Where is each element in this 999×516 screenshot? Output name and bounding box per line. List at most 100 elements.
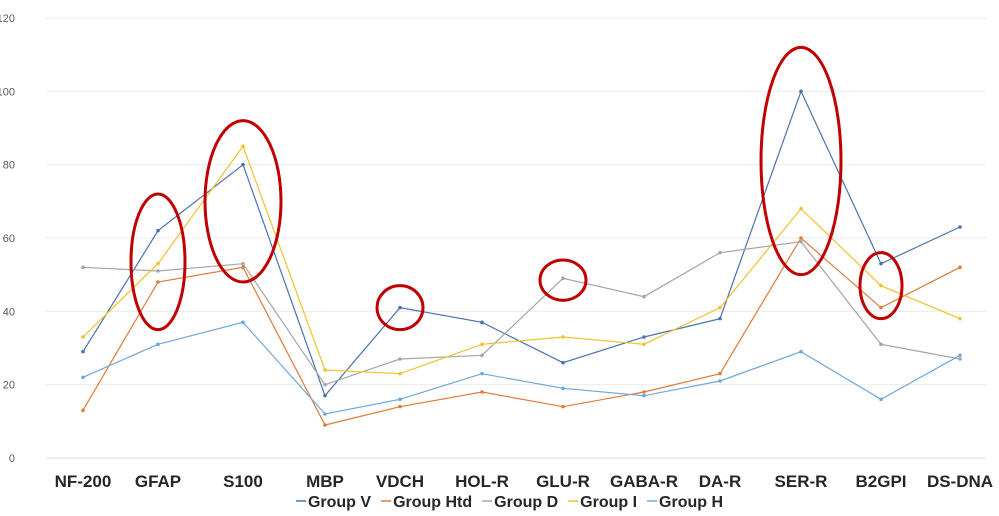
data-point — [958, 357, 962, 361]
series-line — [82, 89, 961, 397]
data-point — [241, 320, 245, 325]
data-point — [799, 206, 803, 211]
data-point — [81, 335, 85, 339]
data-point — [879, 342, 883, 347]
y-tick-label: 20 — [3, 380, 15, 392]
data-point — [398, 404, 402, 409]
legend-label: Group I — [580, 494, 637, 511]
legend-label: Group Htd — [393, 494, 472, 511]
data-point — [718, 250, 722, 255]
data-point — [718, 305, 722, 310]
series-line — [82, 241, 961, 386]
data-point — [642, 342, 646, 347]
data-point — [323, 368, 327, 372]
data-point — [480, 320, 484, 325]
data-point — [323, 412, 327, 416]
y-tick-label: 80 — [3, 160, 15, 172]
highlight-ellipse — [858, 251, 904, 321]
y-tick-label: 40 — [3, 306, 15, 318]
data-point — [81, 375, 85, 380]
data-point — [156, 342, 160, 347]
data-point — [561, 404, 565, 409]
series-layer — [81, 89, 962, 427]
series-1 — [81, 236, 962, 427]
data-point — [642, 335, 646, 339]
legend-item: Group H — [647, 494, 723, 511]
data-point — [323, 393, 327, 398]
x-tick-label: GFAP — [135, 472, 181, 491]
highlight-ellipse — [759, 45, 843, 277]
legend-item: Group V — [295, 494, 371, 511]
data-point — [879, 397, 883, 402]
series-0 — [81, 89, 962, 398]
x-tick-label: DA-R — [699, 472, 742, 491]
x-tick-label: B2GPI — [855, 472, 906, 491]
legend-label: Group V — [308, 494, 371, 511]
x-tick-label: HOL-R — [455, 472, 509, 491]
data-point — [958, 265, 962, 270]
x-tick-label: GABA-R — [610, 472, 678, 491]
y-tick-label: 0 — [9, 453, 15, 465]
series-line — [82, 145, 961, 375]
legend-label: Group D — [494, 494, 558, 511]
data-point — [398, 397, 402, 402]
data-point — [81, 265, 85, 270]
series-4 — [81, 320, 962, 416]
data-point — [561, 335, 565, 339]
data-point — [799, 236, 803, 240]
data-point — [718, 316, 722, 321]
y-tick-label: 60 — [3, 233, 15, 245]
data-point — [398, 371, 402, 376]
data-point — [958, 225, 962, 229]
series-line — [82, 237, 961, 426]
data-point — [561, 386, 565, 391]
x-tick-label: GLU-R — [536, 472, 590, 491]
data-point — [81, 349, 85, 354]
data-point — [480, 390, 484, 394]
data-point — [879, 283, 883, 288]
data-point — [323, 423, 327, 427]
data-point — [241, 265, 245, 270]
legend: Group V Group Htd Group D Group I Group H — [295, 494, 723, 511]
data-point — [561, 360, 565, 365]
x-tick-label: VDCH — [376, 472, 424, 491]
data-point — [241, 261, 245, 266]
data-point — [480, 342, 484, 347]
data-point — [398, 357, 402, 361]
data-point — [156, 261, 160, 266]
x-tick-label: DS-DNA — [927, 472, 993, 491]
x-tick-label: NF-200 — [55, 472, 112, 491]
data-point — [642, 390, 646, 394]
data-point — [156, 228, 160, 233]
data-point — [718, 371, 722, 376]
data-point — [879, 261, 883, 266]
legend-item: Group I — [568, 494, 637, 511]
data-point — [480, 371, 484, 376]
highlight-ellipse — [129, 192, 187, 332]
data-point — [156, 280, 160, 284]
data-point — [642, 294, 646, 299]
data-point — [879, 305, 883, 310]
data-point — [958, 353, 962, 358]
data-point — [323, 382, 327, 387]
legend-label: Group H — [659, 494, 723, 511]
highlight-ellipse — [538, 258, 588, 302]
legend-item: Group Htd — [381, 494, 472, 511]
highlight-ellipse — [203, 119, 283, 284]
series-line — [82, 321, 961, 415]
data-point — [480, 353, 484, 358]
series-2 — [81, 239, 962, 387]
data-point — [561, 276, 565, 281]
y-tick-label: 100 — [0, 86, 15, 98]
data-point — [718, 379, 722, 383]
data-point — [156, 269, 160, 273]
annotation-layer — [129, 45, 904, 332]
grid-layer — [46, 17, 986, 459]
x-tick-label: S100 — [223, 472, 263, 491]
y-axis: 0 20 40 60 80 100 120 — [0, 13, 15, 465]
data-point — [799, 239, 803, 244]
y-tick-label: 120 — [0, 13, 15, 25]
data-point — [241, 144, 245, 149]
data-point — [398, 305, 402, 310]
